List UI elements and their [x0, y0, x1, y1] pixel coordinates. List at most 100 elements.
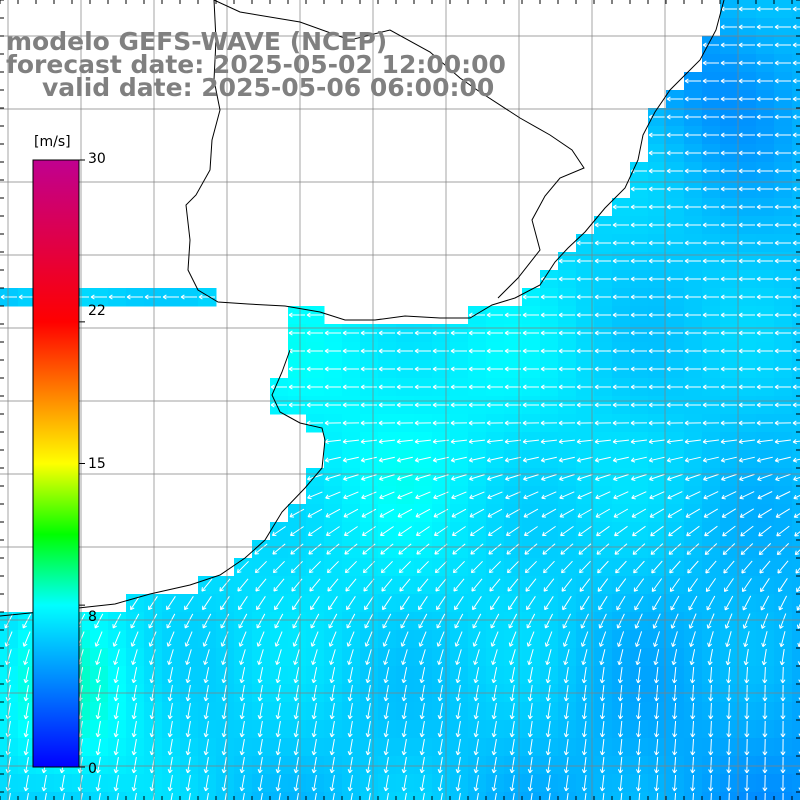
wind-arrow: [167, 721, 173, 738]
wind-arrow: [239, 721, 245, 738]
wind-arrow: [581, 775, 587, 792]
wind-arrow: [774, 222, 791, 228]
wind-arrow: [793, 494, 800, 500]
wind-arrow: [80, 793, 83, 800]
wind-arrow: [720, 150, 737, 156]
wind-arrow: [740, 543, 754, 555]
wind-arrow: [540, 439, 557, 445]
wind-arrow: [329, 739, 335, 756]
wind-arrow: [365, 739, 371, 756]
wind-arrow: [8, 793, 11, 800]
wind-arrow: [275, 775, 281, 792]
wind-arrow: [383, 739, 389, 756]
wind-arrow: [363, 578, 375, 592]
wind-arrow: [595, 474, 611, 481]
wind-arrow: [185, 739, 191, 756]
wind-arrow: [792, 258, 800, 264]
wind-arrow: [379, 491, 395, 500]
wind-arrow: [756, 402, 773, 408]
wind-arrow: [396, 366, 413, 372]
wind-arrow: [635, 649, 642, 666]
wind-arrow: [596, 525, 610, 537]
wind-arrow: [401, 757, 407, 774]
wind-arrow: [306, 402, 323, 408]
wind-speed-cell: [792, 522, 800, 541]
wind-arrow: [507, 578, 519, 592]
wind-arrow: [131, 721, 137, 738]
wind-arrow: [756, 456, 773, 463]
wind-arrow: [450, 330, 467, 336]
wind-arrow: [149, 649, 156, 665]
wind-arrow: [630, 330, 647, 336]
wind-arrow: [325, 474, 341, 481]
wind-arrow: [576, 402, 593, 408]
wind-arrow: [738, 6, 755, 12]
wind-arrow: [112, 613, 122, 629]
wind-arrow: [257, 739, 263, 756]
wind-arrow: [653, 631, 660, 647]
wind-arrow: [380, 543, 394, 555]
wind-arrow: [490, 613, 500, 629]
wind-arrow: [687, 578, 699, 592]
wind-arrow: [595, 491, 611, 500]
wind-arrow: [289, 508, 305, 518]
wind-arrow: [761, 649, 767, 666]
wind-speed-cell: [432, 792, 451, 800]
wind-arrow: [648, 132, 665, 138]
wind-arrow: [672, 756, 678, 774]
wind-arrow: [580, 631, 589, 647]
wind-arrow: [756, 348, 773, 354]
wind-arrow: [558, 456, 575, 463]
wind-arrow: [202, 631, 211, 647]
wind-arrow: [579, 560, 591, 574]
wind-arrow: [738, 60, 755, 66]
wind-arrow: [293, 775, 299, 792]
wind-arrow: [614, 543, 628, 555]
wind-arrow: [504, 456, 521, 463]
wind-arrow: [368, 793, 371, 800]
wind-arrow: [620, 792, 623, 800]
wind-arrow: [414, 439, 431, 445]
wind-arrow: [342, 420, 360, 426]
wind-arrow: [365, 703, 371, 720]
wind-arrow: [238, 596, 248, 611]
wind-arrow: [23, 703, 29, 720]
wind-arrow: [706, 595, 716, 611]
wind-arrow: [166, 613, 176, 629]
wind-arrow: [458, 793, 461, 800]
wind-arrow: [378, 456, 395, 463]
wind-arrow: [726, 774, 732, 792]
wind-arrow: [702, 150, 719, 156]
wind-arrow: [743, 649, 749, 666]
wind-arrow: [780, 720, 786, 738]
wind-arrow: [654, 702, 660, 720]
wind-arrow: [415, 474, 431, 481]
wind-arrow: [329, 721, 335, 738]
wind-arrow: [687, 560, 699, 574]
wind-arrow: [275, 703, 281, 720]
wind-speed-cell: [792, 774, 800, 793]
wind-arrow: [401, 667, 408, 684]
wind-arrow: [756, 60, 773, 66]
wind-arrow: [756, 439, 773, 445]
wind-arrow: [473, 703, 479, 720]
wind-arrow: [526, 596, 536, 611]
wind-arrow: [560, 543, 574, 555]
wind-arrow: [630, 348, 647, 354]
wind-arrow: [468, 330, 485, 336]
wind-arrow: [742, 578, 752, 593]
wind-arrow: [726, 756, 732, 774]
wind-arrow: [684, 240, 701, 246]
wind-arrow: [617, 720, 624, 738]
wind-arrow: [577, 508, 593, 518]
wind-arrow: [738, 439, 755, 445]
wind-arrow: [184, 596, 194, 611]
wind-arrow: [491, 757, 497, 774]
wind-arrow: [726, 702, 732, 720]
wind-arrow: [221, 649, 228, 665]
wind-arrow: [740, 525, 754, 537]
wind-speed-cell: [126, 792, 145, 800]
wind-arrow: [559, 508, 575, 518]
wind-arrow: [470, 543, 484, 555]
